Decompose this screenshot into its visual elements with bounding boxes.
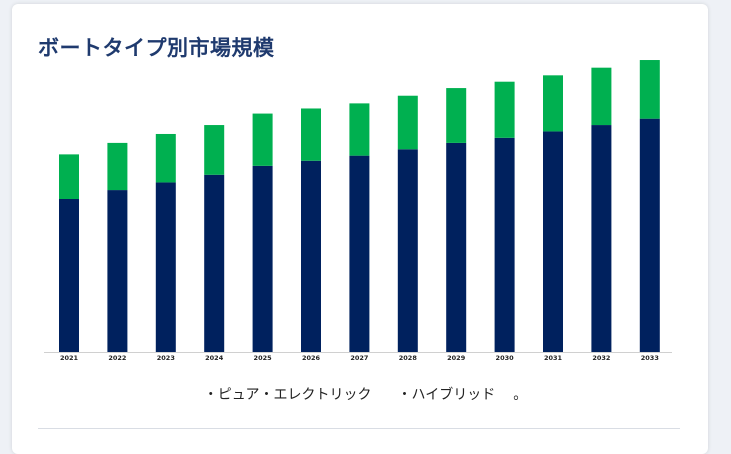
- bar-2028-series-1[interactable]: [397, 149, 418, 352]
- x-tick-label-2031: 2031: [544, 354, 563, 362]
- bar-2030-series-2[interactable]: [494, 81, 515, 138]
- bar-2025-series-1[interactable]: [252, 165, 273, 352]
- divider: [38, 428, 680, 429]
- bar-2033-series-2[interactable]: [639, 60, 660, 119]
- x-tick-label-2027: 2027: [350, 354, 368, 362]
- legend-item-hybrid[interactable]: ・ハイブリッド: [397, 387, 496, 403]
- bar-2025-series-2[interactable]: [252, 113, 273, 166]
- bar-2032-series-2[interactable]: [591, 67, 612, 126]
- bar-2026-series-1[interactable]: [301, 160, 321, 352]
- bar-2022-series-2[interactable]: [107, 142, 128, 191]
- bar-chart: 2021 2022 2023 2024 2025 2026 2027 2028 2029 2030…: [44, 60, 672, 362]
- x-tick-label-2028: 2028: [399, 354, 418, 362]
- x-tick-label-2029: 2029: [447, 354, 466, 362]
- bar-2023-series-1[interactable]: [155, 182, 176, 352]
- x-tick-label-2023: 2023: [157, 354, 175, 362]
- x-tick-label-2033: 2033: [641, 354, 659, 362]
- bar-2029-series-2[interactable]: [446, 88, 467, 143]
- bars-group: [59, 60, 660, 352]
- bar-2024-series-1[interactable]: [204, 174, 225, 352]
- bar-2032-series-1[interactable]: [591, 125, 612, 352]
- x-tick-label-2026: 2026: [302, 354, 321, 362]
- legend-trailing-mark: 。: [513, 387, 528, 403]
- bar-2027-series-1[interactable]: [349, 155, 370, 352]
- bar-2030-series-1[interactable]: [494, 137, 515, 352]
- chart-title: ボートタイプ別市場規模: [38, 36, 275, 60]
- x-tick-labels: 2021 2022 2023 2024 2025 2026 2027 2028 2029 2030…: [60, 354, 659, 362]
- bar-2024-series-2[interactable]: [204, 125, 225, 175]
- bar-2031-series-2[interactable]: [543, 75, 563, 132]
- bar-2029-series-1[interactable]: [446, 142, 467, 352]
- bar-2021-series-2[interactable]: [59, 154, 79, 199]
- x-tick-label-2025: 2025: [254, 354, 273, 362]
- bar-2021-series-1[interactable]: [59, 199, 79, 352]
- x-tick-label-2032: 2032: [592, 354, 610, 362]
- legend: ・ピュア・エレクトリック ・ハイブリッド 。: [0, 384, 731, 404]
- x-tick-label-2030: 2030: [496, 354, 515, 362]
- bar-2023-series-2[interactable]: [155, 133, 176, 183]
- bar-2022-series-1[interactable]: [107, 190, 128, 352]
- x-tick-label-2022: 2022: [108, 354, 126, 362]
- bar-2031-series-1[interactable]: [543, 131, 563, 352]
- bar-2027-series-2[interactable]: [349, 103, 370, 156]
- x-tick-label-2021: 2021: [60, 354, 79, 362]
- legend-item-pure-electric[interactable]: ・ピュア・エレクトリック: [203, 387, 372, 403]
- x-tick-label-2024: 2024: [205, 354, 224, 362]
- bar-2026-series-2[interactable]: [301, 108, 321, 161]
- bar-2028-series-2[interactable]: [397, 95, 418, 150]
- bar-2033-series-1[interactable]: [639, 118, 660, 352]
